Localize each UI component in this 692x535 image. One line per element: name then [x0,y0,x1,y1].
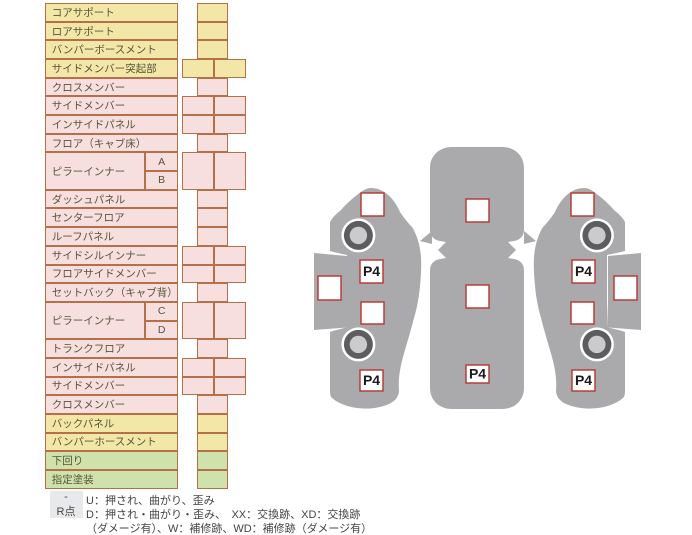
svg-text:P4: P4 [575,372,592,388]
svg-text:P4: P4 [575,263,592,279]
svg-text:P4: P4 [363,372,380,388]
svg-text:P4: P4 [363,263,380,279]
svg-text:P4: P4 [469,366,486,382]
